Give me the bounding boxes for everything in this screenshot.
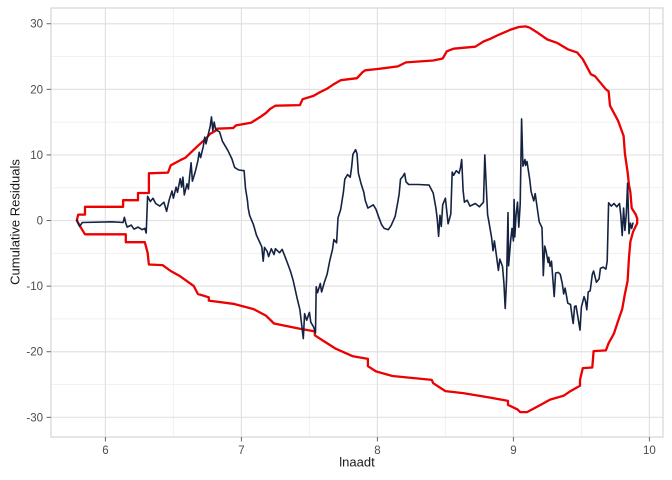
cumulative-residual-line xyxy=(76,116,634,340)
confidence-envelope-path xyxy=(75,25,639,414)
y-tick-label: 20 xyxy=(30,84,43,96)
x-tick-label: 9 xyxy=(510,445,516,457)
y-tick-label: -30 xyxy=(26,412,43,424)
panel-border xyxy=(50,7,664,438)
y-axis-title: Cumulative Residuals xyxy=(7,159,23,285)
panel-background xyxy=(51,8,663,437)
x-tick-label: 8 xyxy=(374,445,380,457)
x-tick-label: 7 xyxy=(238,445,244,457)
x-tick-label: 6 xyxy=(102,445,108,457)
y-tick-label: -20 xyxy=(26,347,43,359)
y-tick-label: 30 xyxy=(30,19,43,31)
y-tick-label: -10 xyxy=(26,281,43,293)
y-tick-label: 10 xyxy=(30,150,43,162)
y-tick-label: 0 xyxy=(37,216,43,228)
x-tick-label: 10 xyxy=(643,445,656,457)
x-axis-title: lnaadt xyxy=(339,454,375,470)
